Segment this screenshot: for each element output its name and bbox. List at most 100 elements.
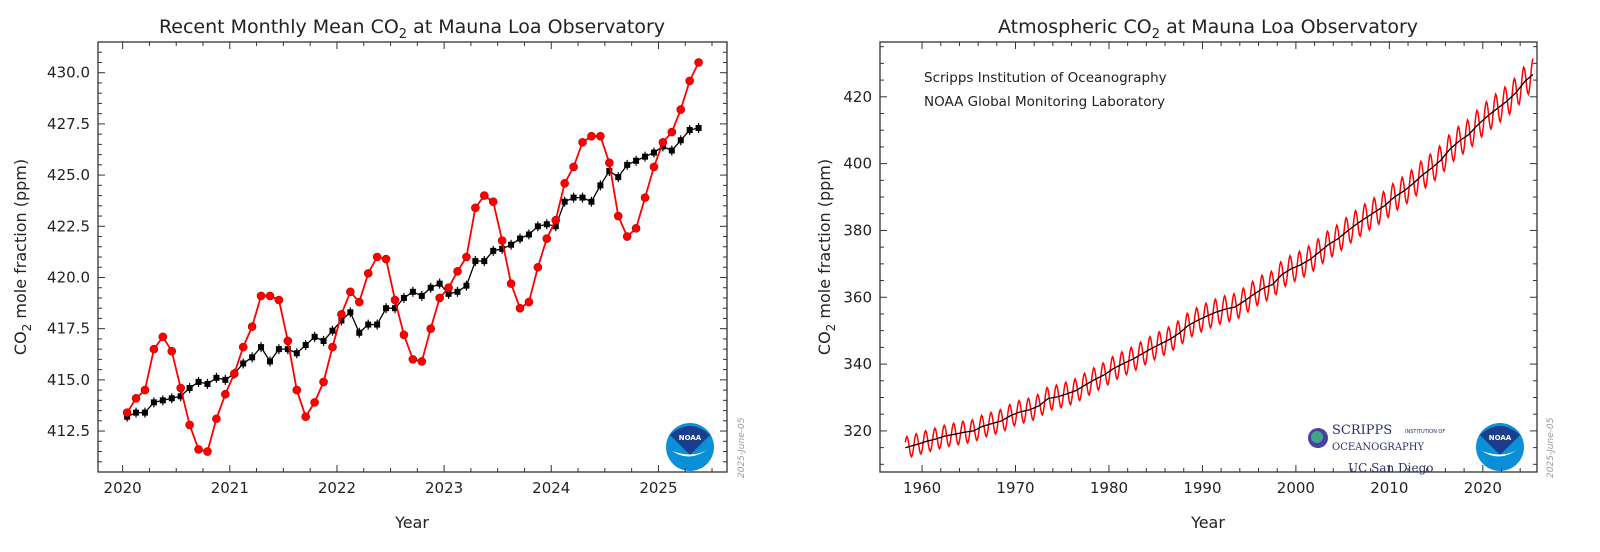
deseasonalized-point bbox=[525, 231, 532, 238]
x-tick-label: 1980 bbox=[1090, 479, 1128, 497]
y-tick-label: 380 bbox=[843, 221, 872, 239]
x-tick-label: 2020 bbox=[104, 479, 142, 497]
monthly-mean-point bbox=[176, 383, 185, 393]
chart-title: Atmospheric CO2 at Mauna Loa Observatory bbox=[998, 16, 1418, 42]
monthly-mean-point bbox=[426, 324, 436, 333]
x-axis-label: Year bbox=[394, 513, 429, 532]
monthly-mean-point bbox=[488, 197, 498, 207]
institution-of-text: INSTITUTION OF bbox=[1405, 429, 1445, 435]
deseasonalized-point bbox=[284, 346, 291, 353]
monthly-mean-point bbox=[372, 252, 382, 262]
deseasonalized-line bbox=[905, 73, 1534, 449]
x-tick-label: 2020 bbox=[1464, 479, 1502, 497]
deseasonalized-point bbox=[240, 360, 247, 367]
x-tick-label: 2023 bbox=[425, 479, 463, 497]
monthly-mean-point bbox=[310, 398, 319, 407]
deseasonalized-point bbox=[472, 258, 479, 265]
deseasonalized-point bbox=[204, 380, 211, 387]
y-tick-label: 340 bbox=[843, 355, 872, 373]
deseasonalized-point bbox=[383, 305, 390, 312]
monthly-mean-point bbox=[158, 332, 168, 342]
monthly-mean-point bbox=[524, 297, 534, 307]
deseasonalized-point bbox=[293, 350, 300, 357]
monthly-mean-point bbox=[640, 193, 650, 202]
deseasonalized-point bbox=[668, 147, 675, 154]
oceanography-text: OCEANOGRAPHY bbox=[1332, 442, 1425, 453]
monthly-mean-point bbox=[453, 267, 462, 276]
monthly-mean-point bbox=[444, 283, 453, 293]
monthly-mean-point bbox=[622, 232, 632, 241]
noaa-logo: NOAA bbox=[666, 423, 714, 471]
monthly-mean-point bbox=[462, 252, 471, 262]
monthly-mean-point bbox=[328, 342, 337, 352]
scripps-text: SCRIPPS bbox=[1332, 423, 1392, 438]
monthly-mean-point bbox=[694, 58, 703, 67]
monthly-mean-point bbox=[140, 385, 150, 395]
annotation-noaa: NOAA Global Monitoring Laboratory bbox=[924, 94, 1165, 110]
deseasonalized-point bbox=[400, 294, 407, 301]
monthly-mean-point bbox=[569, 162, 578, 172]
monthly-mean-point bbox=[649, 162, 659, 172]
deseasonalized-point bbox=[186, 385, 193, 392]
x-tick-label: 2024 bbox=[532, 479, 570, 497]
deseasonalized-point bbox=[141, 409, 148, 416]
deseasonalized-point bbox=[159, 397, 166, 404]
deseasonalized-point bbox=[517, 235, 524, 242]
deseasonalized-point bbox=[624, 161, 631, 168]
deseasonalized-point bbox=[177, 393, 184, 400]
monthly-mean-point bbox=[256, 291, 266, 301]
monthly-mean-point bbox=[149, 344, 159, 354]
monthly-mean-point bbox=[247, 322, 257, 331]
monthly-mean-point bbox=[185, 420, 194, 430]
monthly-mean-point bbox=[203, 447, 212, 456]
deseasonalized-point bbox=[481, 258, 488, 265]
deseasonalized-point bbox=[552, 223, 559, 230]
deseasonalized-point bbox=[490, 247, 497, 254]
deseasonalized-point bbox=[409, 288, 416, 295]
monthly-mean-point bbox=[283, 336, 293, 346]
deseasonalized-point bbox=[570, 194, 577, 201]
monthly-mean-point bbox=[471, 203, 480, 213]
deseasonalized-point bbox=[329, 327, 336, 334]
monthly-mean-point bbox=[337, 310, 346, 319]
deseasonalized-point bbox=[311, 333, 318, 340]
monthly-mean-point bbox=[408, 355, 418, 364]
atmospheric-co2-chart: Atmospheric CO2 at Mauna Loa Observatory… bbox=[815, 16, 1556, 532]
x-tick-label: 2000 bbox=[1277, 479, 1315, 497]
deseasonalized-point bbox=[320, 337, 327, 344]
deseasonalized-point bbox=[463, 282, 470, 289]
y-tick-label: 430.0 bbox=[47, 64, 90, 82]
scripps-ucsd-logo: SCRIPPS INSTITUTION OF OCEANOGRAPHY UC S… bbox=[1308, 423, 1445, 475]
deseasonalized-point bbox=[195, 378, 202, 385]
x-tick-label: 2022 bbox=[318, 479, 356, 497]
deseasonalized-point bbox=[275, 346, 282, 353]
deseasonalized-point bbox=[374, 321, 381, 328]
monthly-mean-point bbox=[479, 191, 489, 200]
deseasonalized-point bbox=[302, 342, 309, 349]
recent-monthly-chart: Recent Monthly Mean CO2 at Mauna Loa Obs… bbox=[11, 16, 747, 532]
plot-frame bbox=[879, 41, 1538, 473]
monthly-mean-point bbox=[506, 279, 516, 288]
deseasonalized-point bbox=[606, 168, 613, 174]
noaa-logo-text: NOAA bbox=[1489, 434, 1512, 442]
monthly-mean-point bbox=[658, 138, 668, 147]
noaa-logo: NOAA bbox=[1476, 423, 1524, 471]
monthly-mean-point bbox=[363, 269, 373, 278]
monthly-mean-point bbox=[319, 377, 328, 387]
deseasonalized-point bbox=[213, 374, 220, 381]
annotation-scripps: Scripps Institution of Oceanography bbox=[924, 70, 1167, 86]
monthly-mean-point bbox=[605, 158, 614, 168]
y-tick-label: 420.0 bbox=[47, 268, 90, 286]
y-tick-label: 427.5 bbox=[47, 115, 90, 133]
deseasonalized-point bbox=[365, 321, 372, 328]
monthly-mean-point bbox=[631, 224, 641, 233]
deseasonalized-point bbox=[258, 344, 265, 351]
y-axis-label: CO2 mole fraction (ppm) bbox=[11, 159, 34, 355]
date-stamp: 2025-June-05 bbox=[1546, 417, 1556, 478]
deseasonalized-point bbox=[597, 182, 604, 189]
y-tick-label: 412.5 bbox=[47, 422, 90, 440]
noaa-logo-text: NOAA bbox=[679, 434, 702, 442]
monthly-mean-point bbox=[346, 287, 355, 297]
monthly-mean-point bbox=[122, 408, 132, 417]
